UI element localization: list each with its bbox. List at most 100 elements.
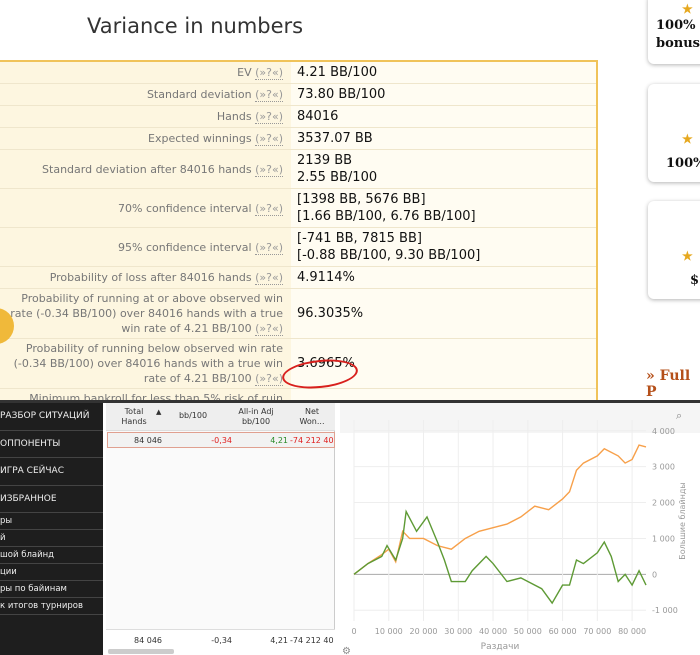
row-label: Probability of loss after 84016 hands (»…	[0, 266, 291, 289]
page-title: Variance in numbers	[87, 14, 304, 38]
help-link[interactable]: (»?«)	[255, 372, 283, 386]
variance-row: Standard deviation after 84016 hands (»?…	[0, 149, 597, 189]
total-cell: -0,34	[211, 636, 232, 645]
bonus-card-1[interactable]: ★ 100% bonus	[648, 0, 700, 64]
value-text: 96.3035%	[297, 306, 364, 321]
row-label: Probability of running below observed wi…	[0, 338, 291, 389]
winnings-chart: 4 000 3 000 2 000 1 000 0 -1 000 0 10 000 20 000…	[340, 403, 700, 655]
value-text: 4.9114%	[297, 270, 355, 285]
row-label: Standard deviation after 84016 hands (»?…	[0, 149, 291, 189]
sidebar-item[interactable]: ции	[0, 564, 103, 581]
chart-header	[340, 403, 700, 433]
star-icon: ★	[682, 249, 693, 263]
help-link[interactable]: (»?«)	[255, 66, 283, 80]
help-link[interactable]: (»?«)	[255, 110, 283, 124]
col-net-won[interactable]: Net Won...	[299, 407, 325, 426]
help-link[interactable]: (»?«)	[255, 88, 283, 102]
sidebar-item[interactable]: ИЗБРАННОЕ	[0, 486, 103, 513]
sort-icon[interactable]: ▲	[156, 408, 162, 416]
help-link[interactable]: (»?«)	[255, 201, 283, 216]
row-label: Standard deviation (»?«)	[0, 83, 291, 106]
row-label: Expected winnings (»?«)	[0, 127, 291, 150]
bonus-card-2[interactable]: ★ 100%	[648, 84, 700, 182]
card-text: bonus	[656, 36, 700, 51]
card-text: 100%	[656, 18, 696, 33]
value-text: [1398 BB, 5676 BB]	[297, 192, 426, 207]
y-axis-label: Большие блайнды	[678, 482, 687, 559]
row-value: 4.9114%	[291, 266, 597, 289]
value-text: 4.21 BB/100	[297, 65, 378, 80]
variance-row: Standard deviation (»?«) 73.80 BB/100	[0, 83, 597, 106]
sidebar-item[interactable]: ИГРА СЕЙЧАС	[0, 458, 103, 486]
card-text: $	[690, 273, 700, 288]
x-tick-label: 40 000	[479, 627, 507, 636]
row-label: Minimum bankroll for less than 5% risk o…	[0, 388, 291, 400]
total-cell: 4,21	[270, 636, 288, 645]
zoom-icon[interactable]: ⌕	[676, 409, 682, 422]
value-text: 3537.07 BB	[297, 131, 373, 146]
value-text: [-0.88 BB/100, 9.30 BB/100]	[297, 248, 481, 263]
series-line-0	[353, 444, 647, 575]
variance-row: 70% confidence interval (»?«) [1398 BB, 5…	[0, 188, 597, 228]
label-text: Probability of loss after 84016 hands	[49, 271, 252, 284]
row-value: 73.80 BB/100	[291, 83, 597, 106]
help-link[interactable]: (»?«)	[255, 162, 283, 177]
help-link[interactable]: (»?«)	[255, 322, 283, 336]
bonus-card-3[interactable]: ★ $	[648, 201, 700, 299]
col-bb100[interactable]: bb/100	[178, 411, 208, 420]
row-label: Hands (»?«)	[0, 105, 291, 128]
variance-row: 95% confidence interval (»?«) [-741 BB, 7…	[0, 227, 597, 267]
y-tick-label: 2 000	[652, 499, 675, 508]
col-allin-adj[interactable]: All-in Adj bb/100	[238, 407, 274, 426]
row-label: EV (»?«)	[0, 60, 291, 84]
tracker-app: РАЗБОР СИТУАЦИЙ ОППОНЕНТЫ ИГРА СЕЙЧАС ИЗБРА…	[0, 400, 700, 655]
help-link[interactable]: (»?«)	[255, 240, 283, 255]
row-label: Probability of running at or above obser…	[0, 288, 291, 339]
label-text: Hands	[216, 110, 252, 123]
value-text: [1.66 BB/100, 6.76 BB/100]	[297, 209, 476, 224]
cell: 84 046	[134, 436, 162, 445]
row-value: 1938 BB	[291, 388, 597, 400]
y-tick-label: -1 000	[652, 606, 678, 615]
label-text: Minimum bankroll for less than 5% risk o…	[29, 392, 283, 400]
variance-row: Probability of loss after 84016 hands (»…	[0, 266, 597, 289]
sidebar-item[interactable]: ры	[0, 513, 103, 530]
col-total-hands[interactable]: Total Hands	[121, 407, 147, 426]
table-row[interactable]	[107, 432, 335, 448]
row-value: 2139 BB 2.55 BB/100	[291, 149, 597, 189]
help-link[interactable]: (»?«)	[255, 132, 283, 146]
y-tick-label: 0	[652, 570, 657, 579]
sidebar-item[interactable]: шой блайнд	[0, 547, 103, 564]
yellow-badge-icon	[0, 308, 14, 344]
value-text: 2.55 BB/100	[297, 170, 378, 185]
variance-row: Probability of running below observed wi…	[0, 338, 597, 389]
gear-icon[interactable]: ⚙	[342, 646, 351, 655]
sidebar: РАЗБОР СИТУАЦИЙ ОППОНЕНТЫ ИГРА СЕЙЧАС ИЗБРА…	[0, 403, 103, 655]
value-text: [-741 BB, 7815 BB]	[297, 231, 422, 246]
variance-row: Expected winnings (»?«) 3537.07 BB	[0, 127, 597, 150]
sidebar-item[interactable]: к итогов турниров	[0, 598, 103, 615]
x-tick-label: 30 000	[444, 627, 472, 636]
stats-table: Total Hands ▲ bb/100 All-in Adj bb/100 N…	[106, 403, 335, 655]
cell: -0,34	[211, 436, 232, 445]
y-tick-label: 3 000	[652, 463, 675, 472]
label-text: 70% confidence interval	[118, 201, 252, 215]
x-tick-label: 50 000	[514, 627, 542, 636]
value-text: 84016	[297, 109, 339, 124]
sidebar-item[interactable]: РАЗБОР СИТУАЦИЙ	[0, 403, 103, 431]
row-value: 96.3035%	[291, 288, 597, 339]
star-icon: ★	[682, 132, 693, 146]
help-link[interactable]: (»?«)	[255, 271, 283, 285]
x-tick-label: 10 000	[375, 627, 403, 636]
sidebar-item[interactable]: ОППОНЕНТЫ	[0, 431, 103, 458]
row-value: [-741 BB, 7815 BB] [-0.88 BB/100, 9.30 BB…	[291, 227, 597, 267]
sidebar-item[interactable]: й	[0, 530, 103, 547]
sidebar-item[interactable]: ры по байинам	[0, 581, 103, 598]
full-review-link[interactable]: » Full P	[646, 368, 691, 400]
x-axis-label: Раздачи	[481, 642, 520, 652]
label-text: EV	[237, 66, 252, 79]
row-label: 70% confidence interval (»?«)	[0, 188, 291, 228]
y-tick-label: 1 000	[652, 534, 675, 543]
value-text: 3.6965%	[297, 356, 355, 371]
variance-row: Hands (»?«) 84016	[0, 105, 597, 128]
